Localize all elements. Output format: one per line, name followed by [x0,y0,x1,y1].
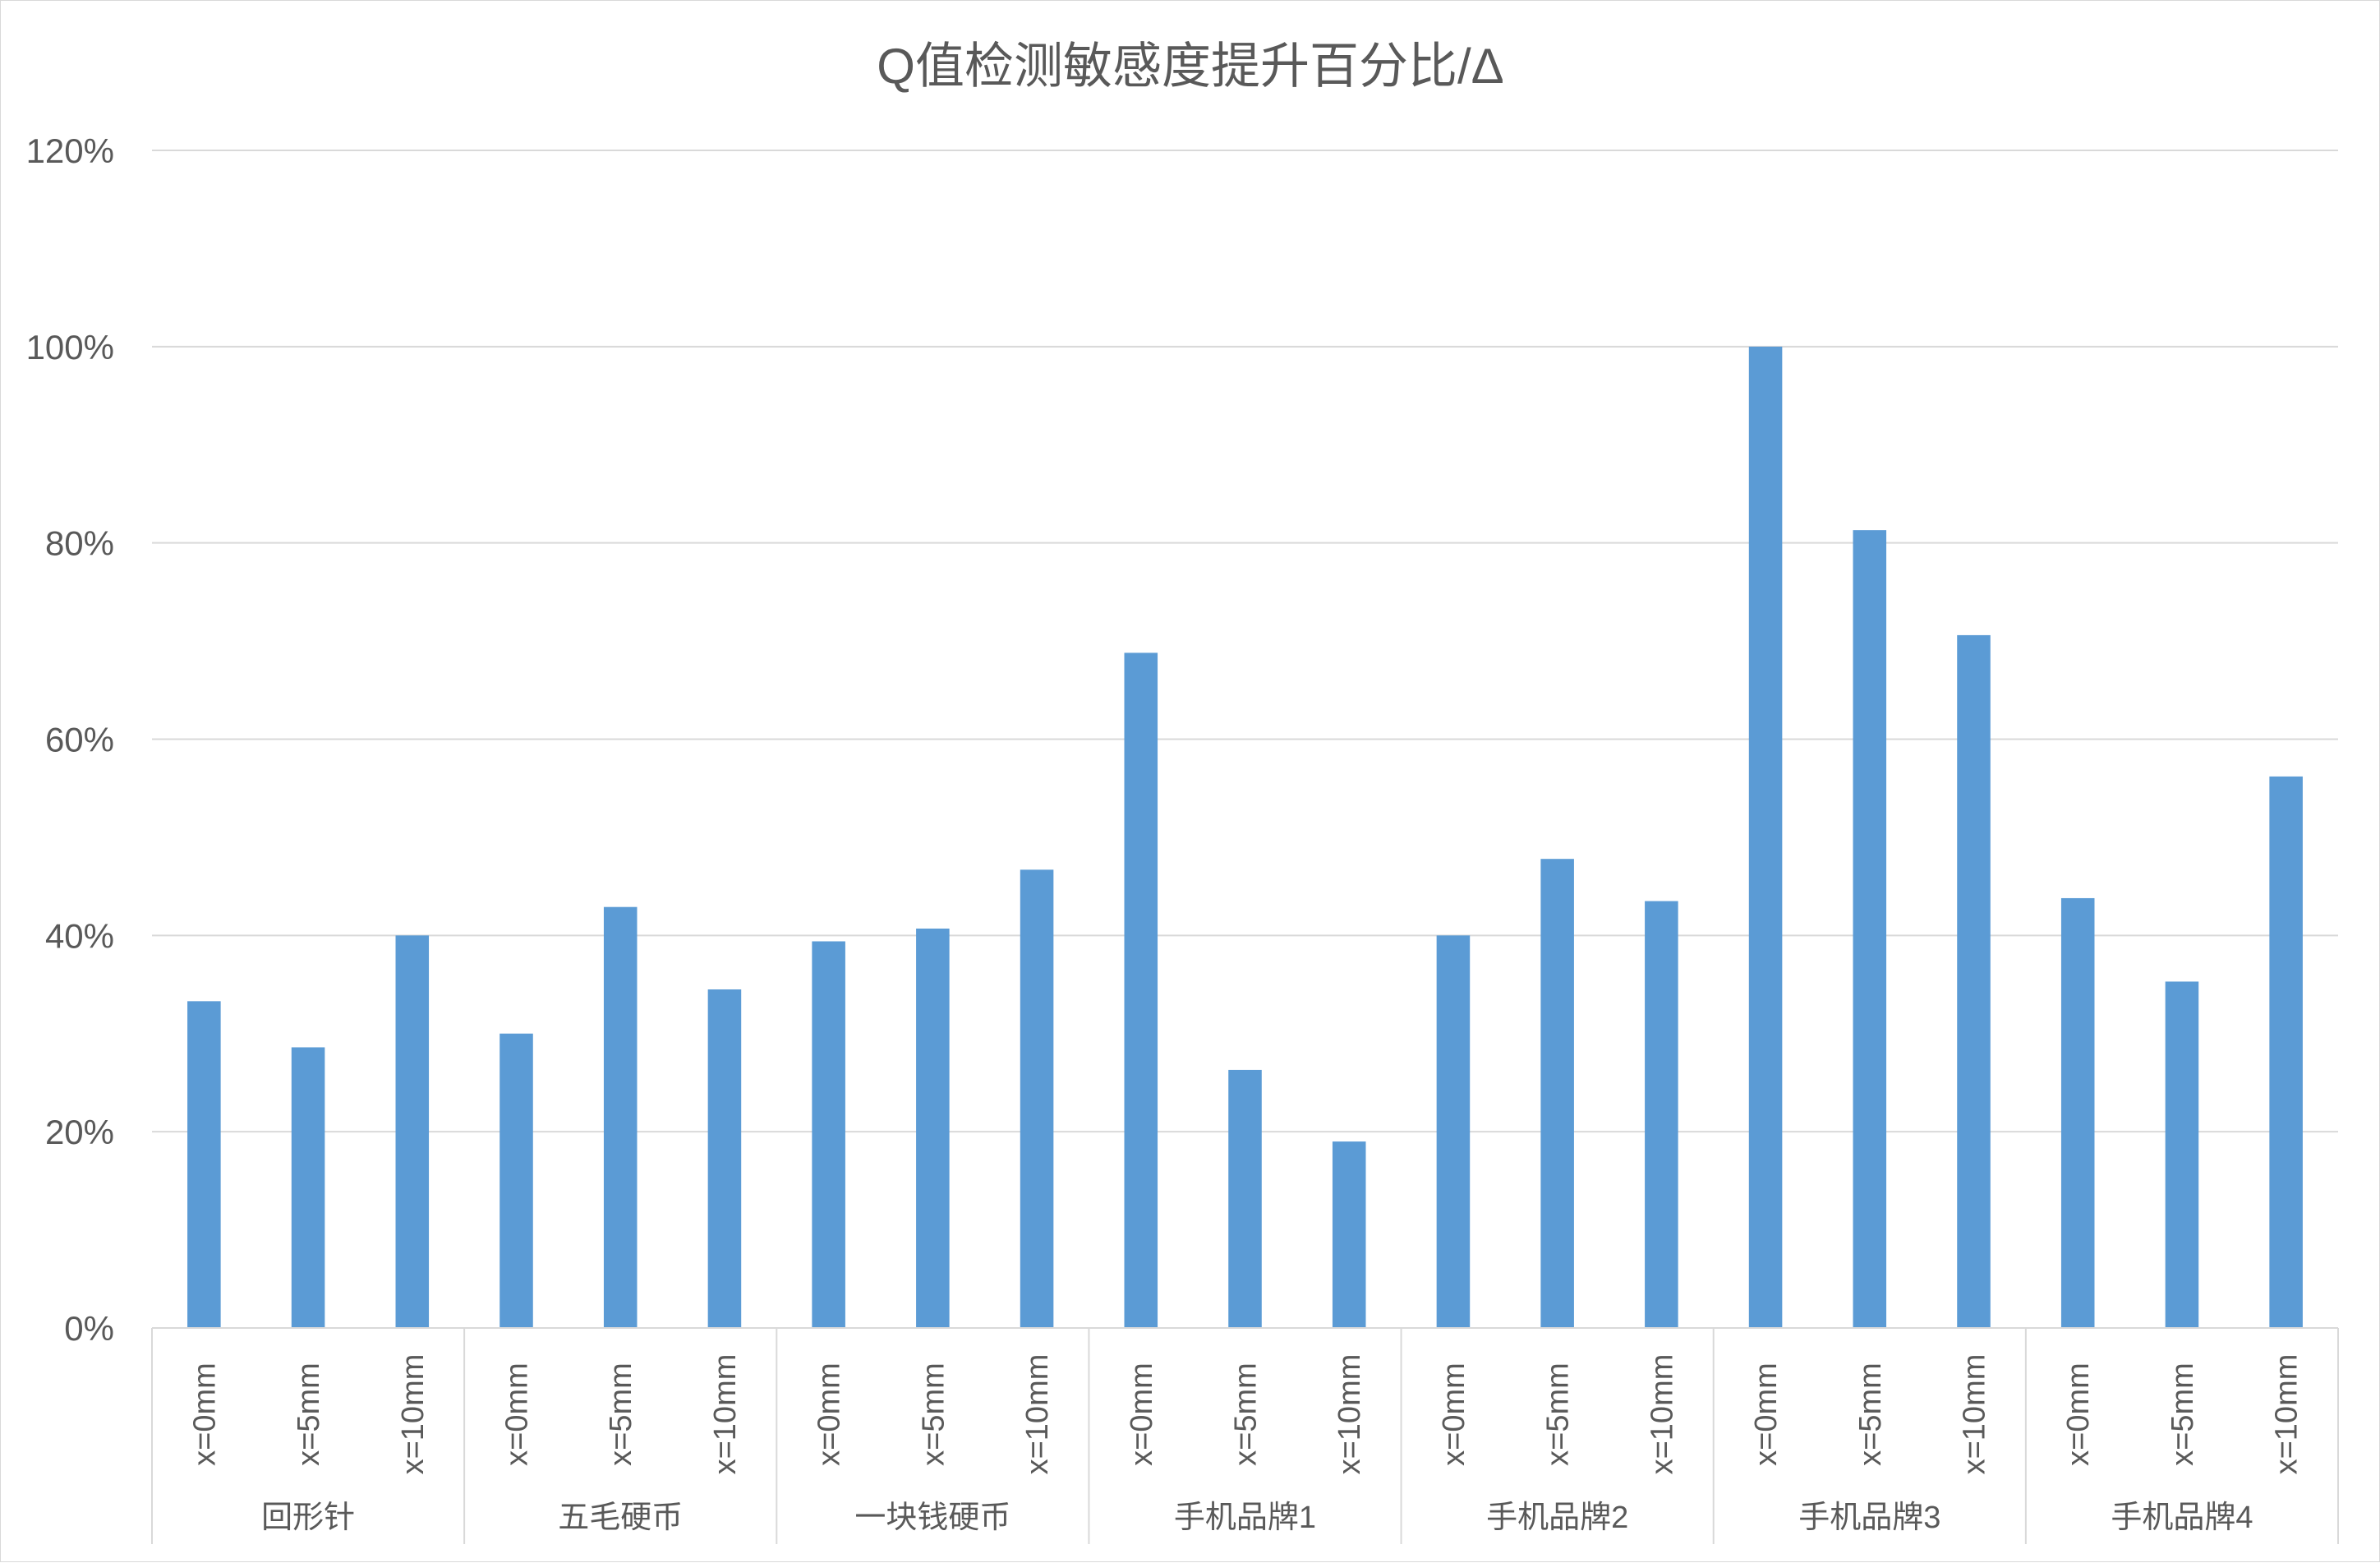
group-label: 手机品牌2 [1486,1501,1628,1535]
bar [1645,901,1678,1328]
x-tick-label: x=5mm [1541,1362,1576,1466]
bar [603,906,638,1328]
group-label: 五毛硬币 [558,1501,683,1535]
bar [291,1047,325,1328]
bar [707,989,742,1328]
group-label: 手机品牌1 [1174,1501,1316,1535]
bar [1853,530,1887,1328]
bars [187,346,2303,1328]
y-tick-label: 40% [45,916,114,955]
x-tick-label: x=10mm [1645,1354,1679,1475]
bar [1748,346,1783,1328]
x-tick-label: x=10mm [1958,1354,1992,1475]
bar [2269,776,2303,1328]
bar [187,1001,221,1328]
y-tick-label: 80% [45,524,114,563]
y-tick-label: 100% [26,328,114,367]
group-label: 手机品牌3 [1798,1501,1940,1535]
bar [1228,1069,1262,1328]
x-tick-label: x=5mm [604,1362,638,1466]
bar [1957,634,1991,1328]
y-tick-label: 60% [45,721,114,759]
chart-title: Q值检测敏感度提升百分比/Δ [877,39,1503,94]
axes [151,1327,2339,1544]
bar [1332,1141,1366,1328]
group-label: 回形针 [261,1501,355,1535]
y-tick-label: 20% [45,1113,114,1151]
x-tick-label: x=10mm [396,1354,430,1475]
x-tick-label: x=0mm [500,1362,535,1466]
axis-labels: 0% 20% 40% 60% 80% 100% 120% x=0mm x=5mm x=10mm 回形… [26,131,2304,1535]
x-tick-label: x=10mm [1020,1354,1055,1475]
x-tick-label: x=0mm [813,1362,847,1466]
x-tick-label: x=5mm [1229,1362,1264,1466]
x-tick-label: x=0mm [187,1362,222,1466]
x-tick-label: x=5mm [1853,1362,1888,1466]
x-tick-label: x=0mm [2061,1362,2096,1466]
x-tick-label: x=5mm [292,1362,326,1466]
bar [1436,935,1471,1328]
gridlines [152,150,2338,1133]
y-tick-label: 0% [64,1309,114,1348]
bar [812,941,845,1328]
x-tick-label: x=10mm [1333,1354,1367,1475]
bar [395,935,430,1328]
bar [2165,981,2199,1328]
y-tick-label: 120% [26,131,114,170]
x-tick-label: x=0mm [1437,1362,1471,1466]
x-tick-label: x=5mm [916,1362,951,1466]
bar [2060,897,2095,1328]
x-tick-label: x=0mm [1749,1362,1784,1466]
bar [1540,859,1574,1328]
x-tick-label: x=0mm [1125,1362,1159,1466]
x-tick-label: x=5mm [2166,1362,2200,1466]
x-tick-label: x=10mm [2270,1354,2304,1475]
group-label: 一块钱硬币 [854,1501,1010,1535]
bar [916,928,950,1328]
x-tick-label: x=10mm [708,1354,743,1475]
group-label: 手机品牌4 [2111,1501,2253,1535]
bar [1020,869,1054,1328]
bar [499,1033,533,1328]
bar [1124,652,1158,1328]
